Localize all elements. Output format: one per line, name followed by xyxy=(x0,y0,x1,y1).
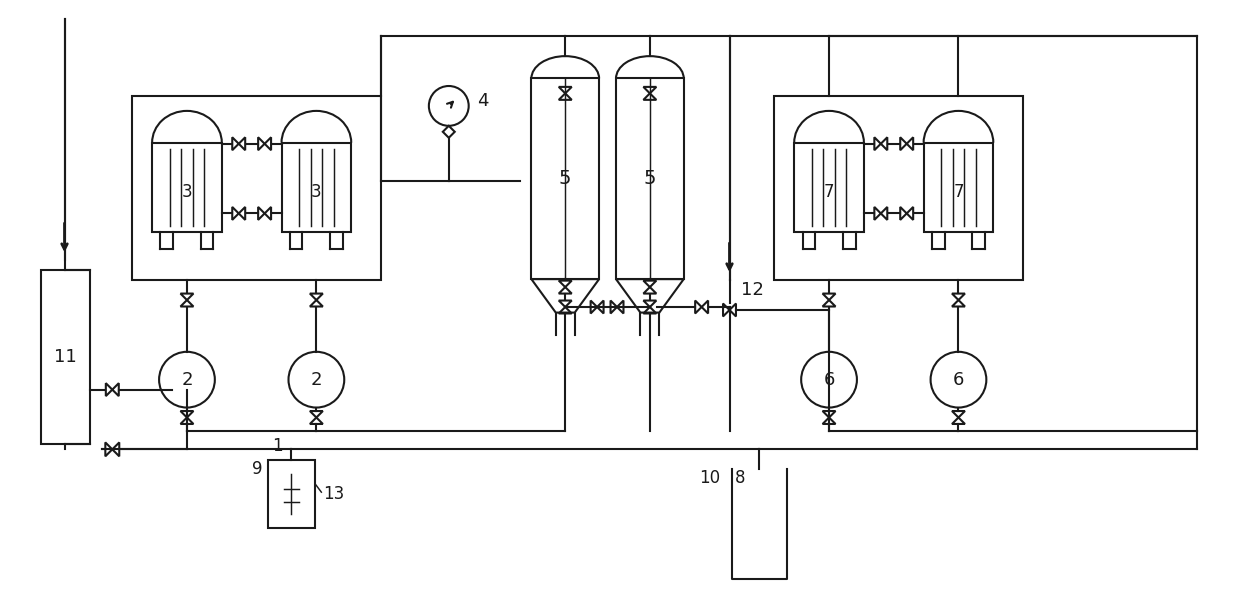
Text: 4: 4 xyxy=(476,92,489,110)
Text: 11: 11 xyxy=(55,348,77,367)
Bar xyxy=(924,143,993,232)
Bar xyxy=(268,460,315,528)
Bar xyxy=(794,143,864,232)
Text: 2: 2 xyxy=(311,371,322,389)
Text: 7: 7 xyxy=(954,183,963,201)
Bar xyxy=(133,96,381,280)
Text: 10: 10 xyxy=(699,469,720,487)
Bar xyxy=(616,78,683,279)
Text: 2: 2 xyxy=(181,371,192,389)
Text: 5: 5 xyxy=(644,169,656,188)
Bar xyxy=(774,96,1023,280)
Text: 3: 3 xyxy=(181,183,192,201)
Text: 8: 8 xyxy=(735,469,745,487)
Text: 7: 7 xyxy=(823,183,835,201)
Text: 3: 3 xyxy=(311,183,321,201)
Bar xyxy=(281,143,351,232)
Text: 6: 6 xyxy=(823,371,835,389)
Bar xyxy=(41,270,91,444)
Text: 5: 5 xyxy=(559,169,572,188)
Bar xyxy=(153,143,222,232)
Bar xyxy=(532,78,599,279)
Text: 12: 12 xyxy=(742,281,764,299)
Text: 1: 1 xyxy=(273,437,283,455)
Text: 9: 9 xyxy=(252,460,263,478)
Text: 13: 13 xyxy=(324,485,345,503)
Text: 6: 6 xyxy=(952,371,965,389)
